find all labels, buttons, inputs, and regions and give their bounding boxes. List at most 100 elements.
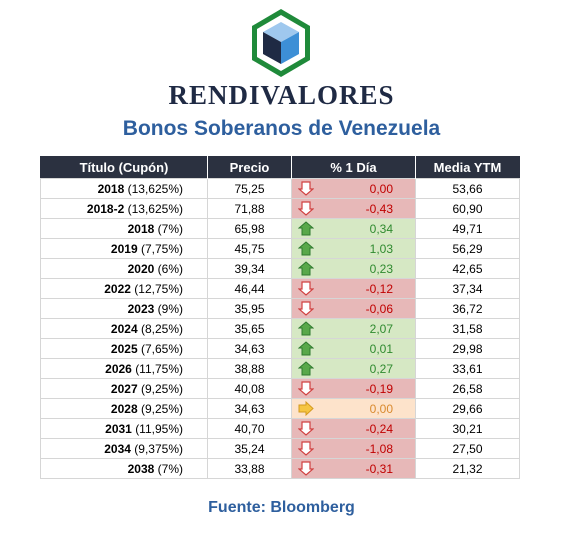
bond-change-value: -0,43 bbox=[365, 201, 393, 216]
header-change: % 1 Día bbox=[291, 156, 416, 179]
bond-coupon: (6%) bbox=[157, 261, 183, 276]
up-arrow-icon bbox=[298, 361, 314, 376]
up-arrow-icon bbox=[298, 221, 314, 236]
bond-title: 2038 (7%) bbox=[40, 458, 208, 479]
bond-coupon: (9,25%) bbox=[140, 381, 183, 396]
table-row: 2018 (13,625%) 75,25 0,00 53,66 bbox=[40, 178, 520, 199]
bond-ytm: 56,29 bbox=[415, 238, 520, 259]
bond-price: 75,25 bbox=[207, 178, 292, 199]
bond-coupon: (9,25%) bbox=[140, 401, 183, 416]
bond-coupon: (13,625%) bbox=[127, 201, 183, 216]
bond-coupon: (11,95%) bbox=[135, 421, 183, 436]
bond-price: 35,65 bbox=[207, 318, 292, 339]
bond-title: 2022 (12,75%) bbox=[40, 278, 208, 299]
bond-price: 45,75 bbox=[207, 238, 292, 259]
bond-coupon: (11,75%) bbox=[135, 361, 183, 376]
bond-year: 2018-2 bbox=[86, 201, 125, 216]
bond-ytm: 49,71 bbox=[415, 218, 520, 239]
bond-title: 2025 (7,65%) bbox=[40, 338, 208, 359]
bond-change: 0,00 bbox=[291, 178, 416, 199]
down-arrow-icon bbox=[298, 181, 314, 196]
down-arrow-icon bbox=[298, 461, 314, 476]
bond-ytm: 31,58 bbox=[415, 318, 520, 339]
table-row: 2020 (6%) 39,34 0,23 42,65 bbox=[40, 258, 520, 279]
down-arrow-icon bbox=[298, 281, 314, 296]
header-title: Título (Cupón) bbox=[40, 156, 208, 179]
bond-change: 0,27 bbox=[291, 358, 416, 379]
bond-title: 2026 (11,75%) bbox=[40, 358, 208, 379]
bond-ytm: 33,61 bbox=[415, 358, 520, 379]
bond-coupon: (8,25%) bbox=[140, 321, 183, 336]
bond-year: 2022 bbox=[104, 281, 131, 296]
bond-coupon: (7,75%) bbox=[140, 241, 183, 256]
bond-ytm: 29,66 bbox=[415, 398, 520, 419]
table-row: 2028 (9,25%) 34,63 0,00 29,66 bbox=[40, 398, 520, 419]
bond-change-value: 1,03 bbox=[369, 241, 393, 256]
bond-change-value: -0,19 bbox=[365, 381, 393, 396]
rendivalores-logo bbox=[252, 9, 310, 77]
down-arrow-icon bbox=[298, 421, 314, 436]
bond-year: 2019 bbox=[110, 241, 138, 256]
bond-price: 35,24 bbox=[207, 438, 292, 459]
bond-year: 2020 bbox=[127, 261, 155, 276]
up-arrow-icon bbox=[298, 241, 314, 256]
bond-ytm: 29,98 bbox=[415, 338, 520, 359]
bond-change-value: -0,12 bbox=[365, 281, 393, 296]
source-note: Fuente: Bloomberg bbox=[208, 499, 355, 516]
table-row: 2024 (8,25%) 35,65 2,07 31,58 bbox=[40, 318, 520, 339]
table-row: 2019 (7,75%) 45,75 1,03 56,29 bbox=[40, 238, 520, 259]
bond-title: 2024 (8,25%) bbox=[40, 318, 208, 339]
bond-title: 2018 (7%) bbox=[40, 218, 208, 239]
bond-change: 0,23 bbox=[291, 258, 416, 279]
bond-coupon: (9%) bbox=[157, 301, 183, 316]
header-price: Precio bbox=[207, 156, 292, 179]
bond-change-value: -0,31 bbox=[365, 461, 393, 476]
bond-title: 2018 (13,625%) bbox=[40, 178, 208, 199]
bond-title: 2023 (9%) bbox=[40, 298, 208, 319]
bonds-table: Título (Cupón) Precio % 1 Día Media YTM … bbox=[40, 156, 520, 479]
bond-change: 0,00 bbox=[291, 398, 416, 419]
bond-year: 2038 bbox=[127, 461, 155, 476]
up-arrow-icon bbox=[298, 341, 314, 356]
bond-coupon: (7,65%) bbox=[140, 341, 183, 356]
bond-coupon: (9,375%) bbox=[134, 441, 183, 456]
bond-change: 2,07 bbox=[291, 318, 416, 339]
bond-coupon: (12,75%) bbox=[134, 281, 183, 296]
bond-ytm: 26,58 bbox=[415, 378, 520, 399]
bond-year: 2026 bbox=[105, 361, 132, 376]
table-row: 2034 (9,375%) 35,24 -1,08 27,50 bbox=[40, 438, 520, 459]
bond-change-value: 2,07 bbox=[369, 321, 393, 336]
bond-price: 65,98 bbox=[207, 218, 292, 239]
bond-year: 2028 bbox=[110, 401, 138, 416]
bond-price: 34,63 bbox=[207, 338, 292, 359]
bond-title: 2027 (9,25%) bbox=[40, 378, 208, 399]
bond-price: 35,95 bbox=[207, 298, 292, 319]
table-row: 2018 (7%) 65,98 0,34 49,71 bbox=[40, 218, 520, 239]
bond-change: -1,08 bbox=[291, 438, 416, 459]
bond-price: 33,88 bbox=[207, 458, 292, 479]
bond-title: 2019 (7,75%) bbox=[40, 238, 208, 259]
down-arrow-icon bbox=[298, 441, 314, 456]
down-arrow-icon bbox=[298, 201, 314, 216]
bond-ytm: 36,72 bbox=[415, 298, 520, 319]
bond-year: 2031 bbox=[105, 421, 132, 436]
table-row: 2018-2 (13,625%) 71,88 -0,43 60,90 bbox=[40, 198, 520, 219]
header-ytm: Media YTM bbox=[415, 156, 520, 179]
bond-price: 46,44 bbox=[207, 278, 292, 299]
table-header-row: Título (Cupón) Precio % 1 Día Media YTM bbox=[40, 156, 520, 179]
up-arrow-icon bbox=[298, 261, 314, 276]
bond-change: -0,06 bbox=[291, 298, 416, 319]
bond-ytm: 53,66 bbox=[415, 178, 520, 199]
table-row: 2023 (9%) 35,95 -0,06 36,72 bbox=[40, 298, 520, 319]
bond-change-value: -1,08 bbox=[365, 441, 393, 456]
brand-name: RENDIVALORES bbox=[168, 80, 395, 110]
bond-ytm: 60,90 bbox=[415, 198, 520, 219]
bond-year: 2034 bbox=[104, 441, 131, 456]
bond-coupon: (13,625%) bbox=[127, 181, 183, 196]
bond-change-value: 0,00 bbox=[369, 401, 393, 416]
bond-coupon: (7%) bbox=[157, 461, 183, 476]
bond-price: 34,63 bbox=[207, 398, 292, 419]
bond-change-value: 0,00 bbox=[369, 181, 393, 196]
page-title: Bonos Soberanos de Venezuela bbox=[122, 117, 441, 140]
bond-change: -0,31 bbox=[291, 458, 416, 479]
